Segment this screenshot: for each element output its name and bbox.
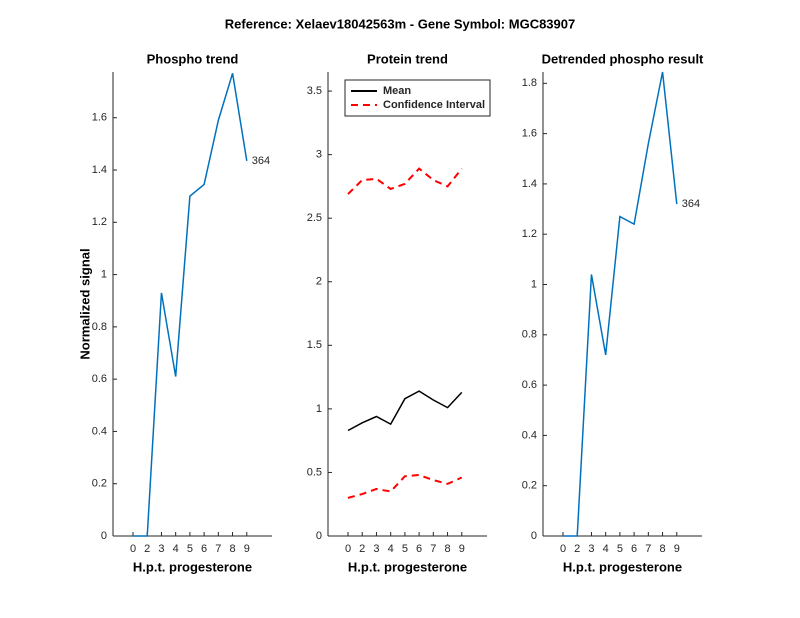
- x-tick-label: 5: [617, 543, 623, 555]
- y-tick-label: 0: [316, 530, 322, 542]
- y-tick-label: 2.5: [307, 212, 322, 224]
- x-tick-label: 9: [459, 543, 465, 555]
- annotation: 364: [682, 198, 700, 210]
- x-axis-label: H.p.t. progesterone: [348, 559, 467, 574]
- y-tick-label: 2: [316, 276, 322, 288]
- x-tick-label: 9: [244, 543, 250, 555]
- x-tick-label: 5: [187, 543, 193, 555]
- subplot-title: Phospho trend: [147, 51, 239, 66]
- y-tick-label: 1.4: [522, 178, 537, 190]
- x-tick-label: 3: [588, 543, 594, 555]
- y-tick-label: 0.8: [92, 321, 107, 333]
- y-tick-label: 1.6: [522, 128, 537, 140]
- subplot-title: Protein trend: [367, 51, 448, 66]
- annotation: 364: [252, 155, 270, 167]
- x-tick-label: 3: [158, 543, 164, 555]
- y-tick-label: 1.2: [522, 228, 537, 240]
- x-tick-label: 4: [173, 543, 179, 555]
- x-tick-label: 7: [215, 543, 221, 555]
- y-tick-label: 0: [101, 530, 107, 542]
- y-axis-label: Normalized signal: [77, 248, 92, 359]
- y-tick-label: 1: [101, 268, 107, 280]
- legend-box: [344, 79, 491, 117]
- y-tick-label: 0.6: [92, 373, 107, 385]
- y-tick-label: 3: [316, 149, 322, 161]
- y-tick-label: 0.2: [522, 480, 537, 492]
- y-tick-label: 0.4: [92, 425, 107, 437]
- x-axis-label: H.p.t. progesterone: [133, 559, 252, 574]
- y-tick-label: 1: [531, 278, 537, 290]
- y-tick-label: 1.6: [92, 112, 107, 124]
- data-line: [563, 71, 678, 537]
- y-tick-label: 1.5: [307, 339, 322, 351]
- x-tick-label: 7: [645, 543, 651, 555]
- y-tick-label: 0.6: [522, 379, 537, 391]
- y-tick-label: 3.5: [307, 85, 322, 97]
- y-tick-label: 1.4: [92, 164, 107, 176]
- x-tick-label: 5: [402, 543, 408, 555]
- x-tick-label: 6: [201, 543, 207, 555]
- x-tick-label: 2: [144, 543, 150, 555]
- y-tick-label: 0.2: [92, 478, 107, 490]
- subplot-title: Detrended phospho result: [542, 51, 704, 66]
- y-tick-label: 0.5: [307, 466, 322, 478]
- data-line: [133, 73, 248, 537]
- x-tick-label: 6: [631, 543, 637, 555]
- y-tick-label: 1.8: [522, 77, 537, 89]
- y-tick-label: 0: [531, 530, 537, 542]
- ci-line: [347, 167, 463, 195]
- y-tick-label: 0.4: [522, 429, 537, 441]
- x-tick-label: 0: [130, 543, 136, 555]
- x-tick-label: 4: [603, 543, 609, 555]
- legend-label: Mean: [383, 85, 411, 97]
- y-tick-label: 1.2: [92, 216, 107, 228]
- x-tick-label: 9: [674, 543, 680, 555]
- x-tick-label: 2: [574, 543, 580, 555]
- x-tick-label: 8: [659, 543, 665, 555]
- x-tick-label: 4: [388, 543, 394, 555]
- x-tick-label: 8: [229, 543, 235, 555]
- x-tick-label: 3: [373, 543, 379, 555]
- x-tick-label: 0: [345, 543, 351, 555]
- y-tick-label: 1: [316, 403, 322, 415]
- x-tick-label: 8: [444, 543, 450, 555]
- y-tick-label: 0.8: [522, 329, 537, 341]
- x-tick-label: 6: [416, 543, 422, 555]
- x-tick-label: 7: [430, 543, 436, 555]
- x-tick-label: 2: [359, 543, 365, 555]
- figure-title: Reference: Xelaev18042563m - Gene Symbol…: [225, 16, 575, 31]
- legend-label: Confidence Interval: [383, 99, 485, 111]
- data-line: [347, 390, 463, 432]
- x-tick-label: 0: [560, 543, 566, 555]
- ci-line: [347, 473, 463, 499]
- x-axis-label: H.p.t. progesterone: [563, 559, 682, 574]
